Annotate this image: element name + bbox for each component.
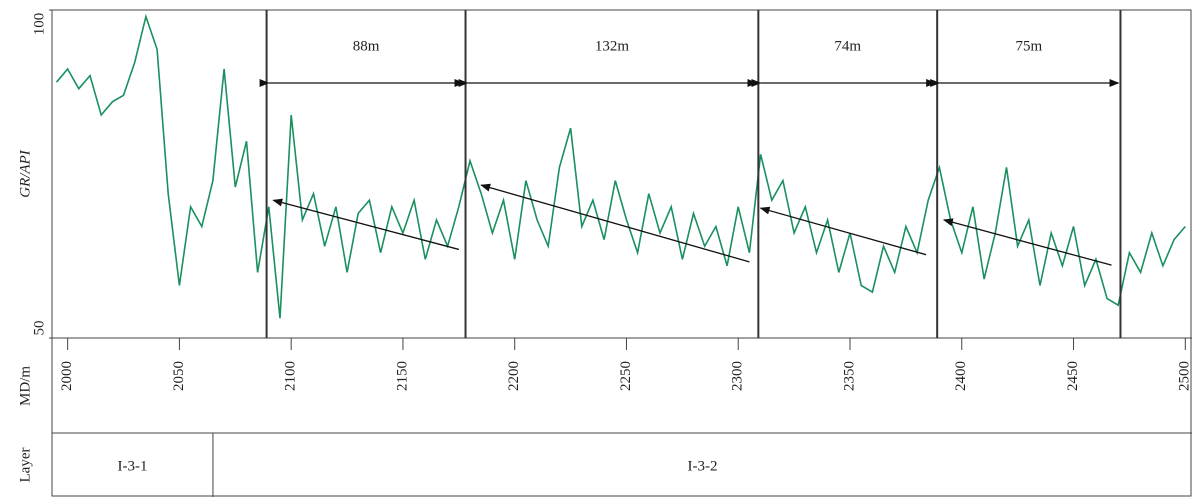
x-tick-label: 2450 (1065, 361, 1081, 391)
trend-arrow (942, 218, 1112, 266)
layer-name: I-3-1 (117, 458, 147, 474)
y-tick-label: 100 (31, 13, 47, 36)
trend-arrow (272, 198, 459, 251)
trend-arrow (480, 183, 750, 263)
frame (51, 9, 1192, 497)
interval-label: 132m (595, 38, 630, 54)
y-axis-label: GR/API (17, 149, 33, 197)
x-tick-label: 2250 (618, 361, 634, 391)
x-tick-label: 2150 (394, 361, 410, 391)
x-tick-label: 2100 (283, 361, 299, 391)
x-tick-label: 2050 (171, 361, 187, 391)
interval-label: 74m (834, 38, 861, 54)
x-tick-label: 2200 (506, 361, 522, 391)
interval-label: 75m (1015, 38, 1042, 54)
y-tick-label: 50 (31, 321, 47, 336)
gr-curve (55, 13, 1186, 319)
x-tick-label: 2500 (1177, 361, 1192, 391)
x-tick-label: 2350 (841, 361, 857, 391)
layer-label: Layer (17, 448, 33, 483)
x-tick-label: 2000 (59, 361, 75, 391)
x-axis-label: MD/m (17, 366, 33, 406)
interval-label: 88m (353, 38, 380, 54)
x-tick-label: 2300 (730, 361, 746, 391)
trend-arrow (759, 206, 927, 256)
layer-name: I-3-2 (687, 458, 717, 474)
x-tick-label: 2400 (953, 361, 969, 391)
